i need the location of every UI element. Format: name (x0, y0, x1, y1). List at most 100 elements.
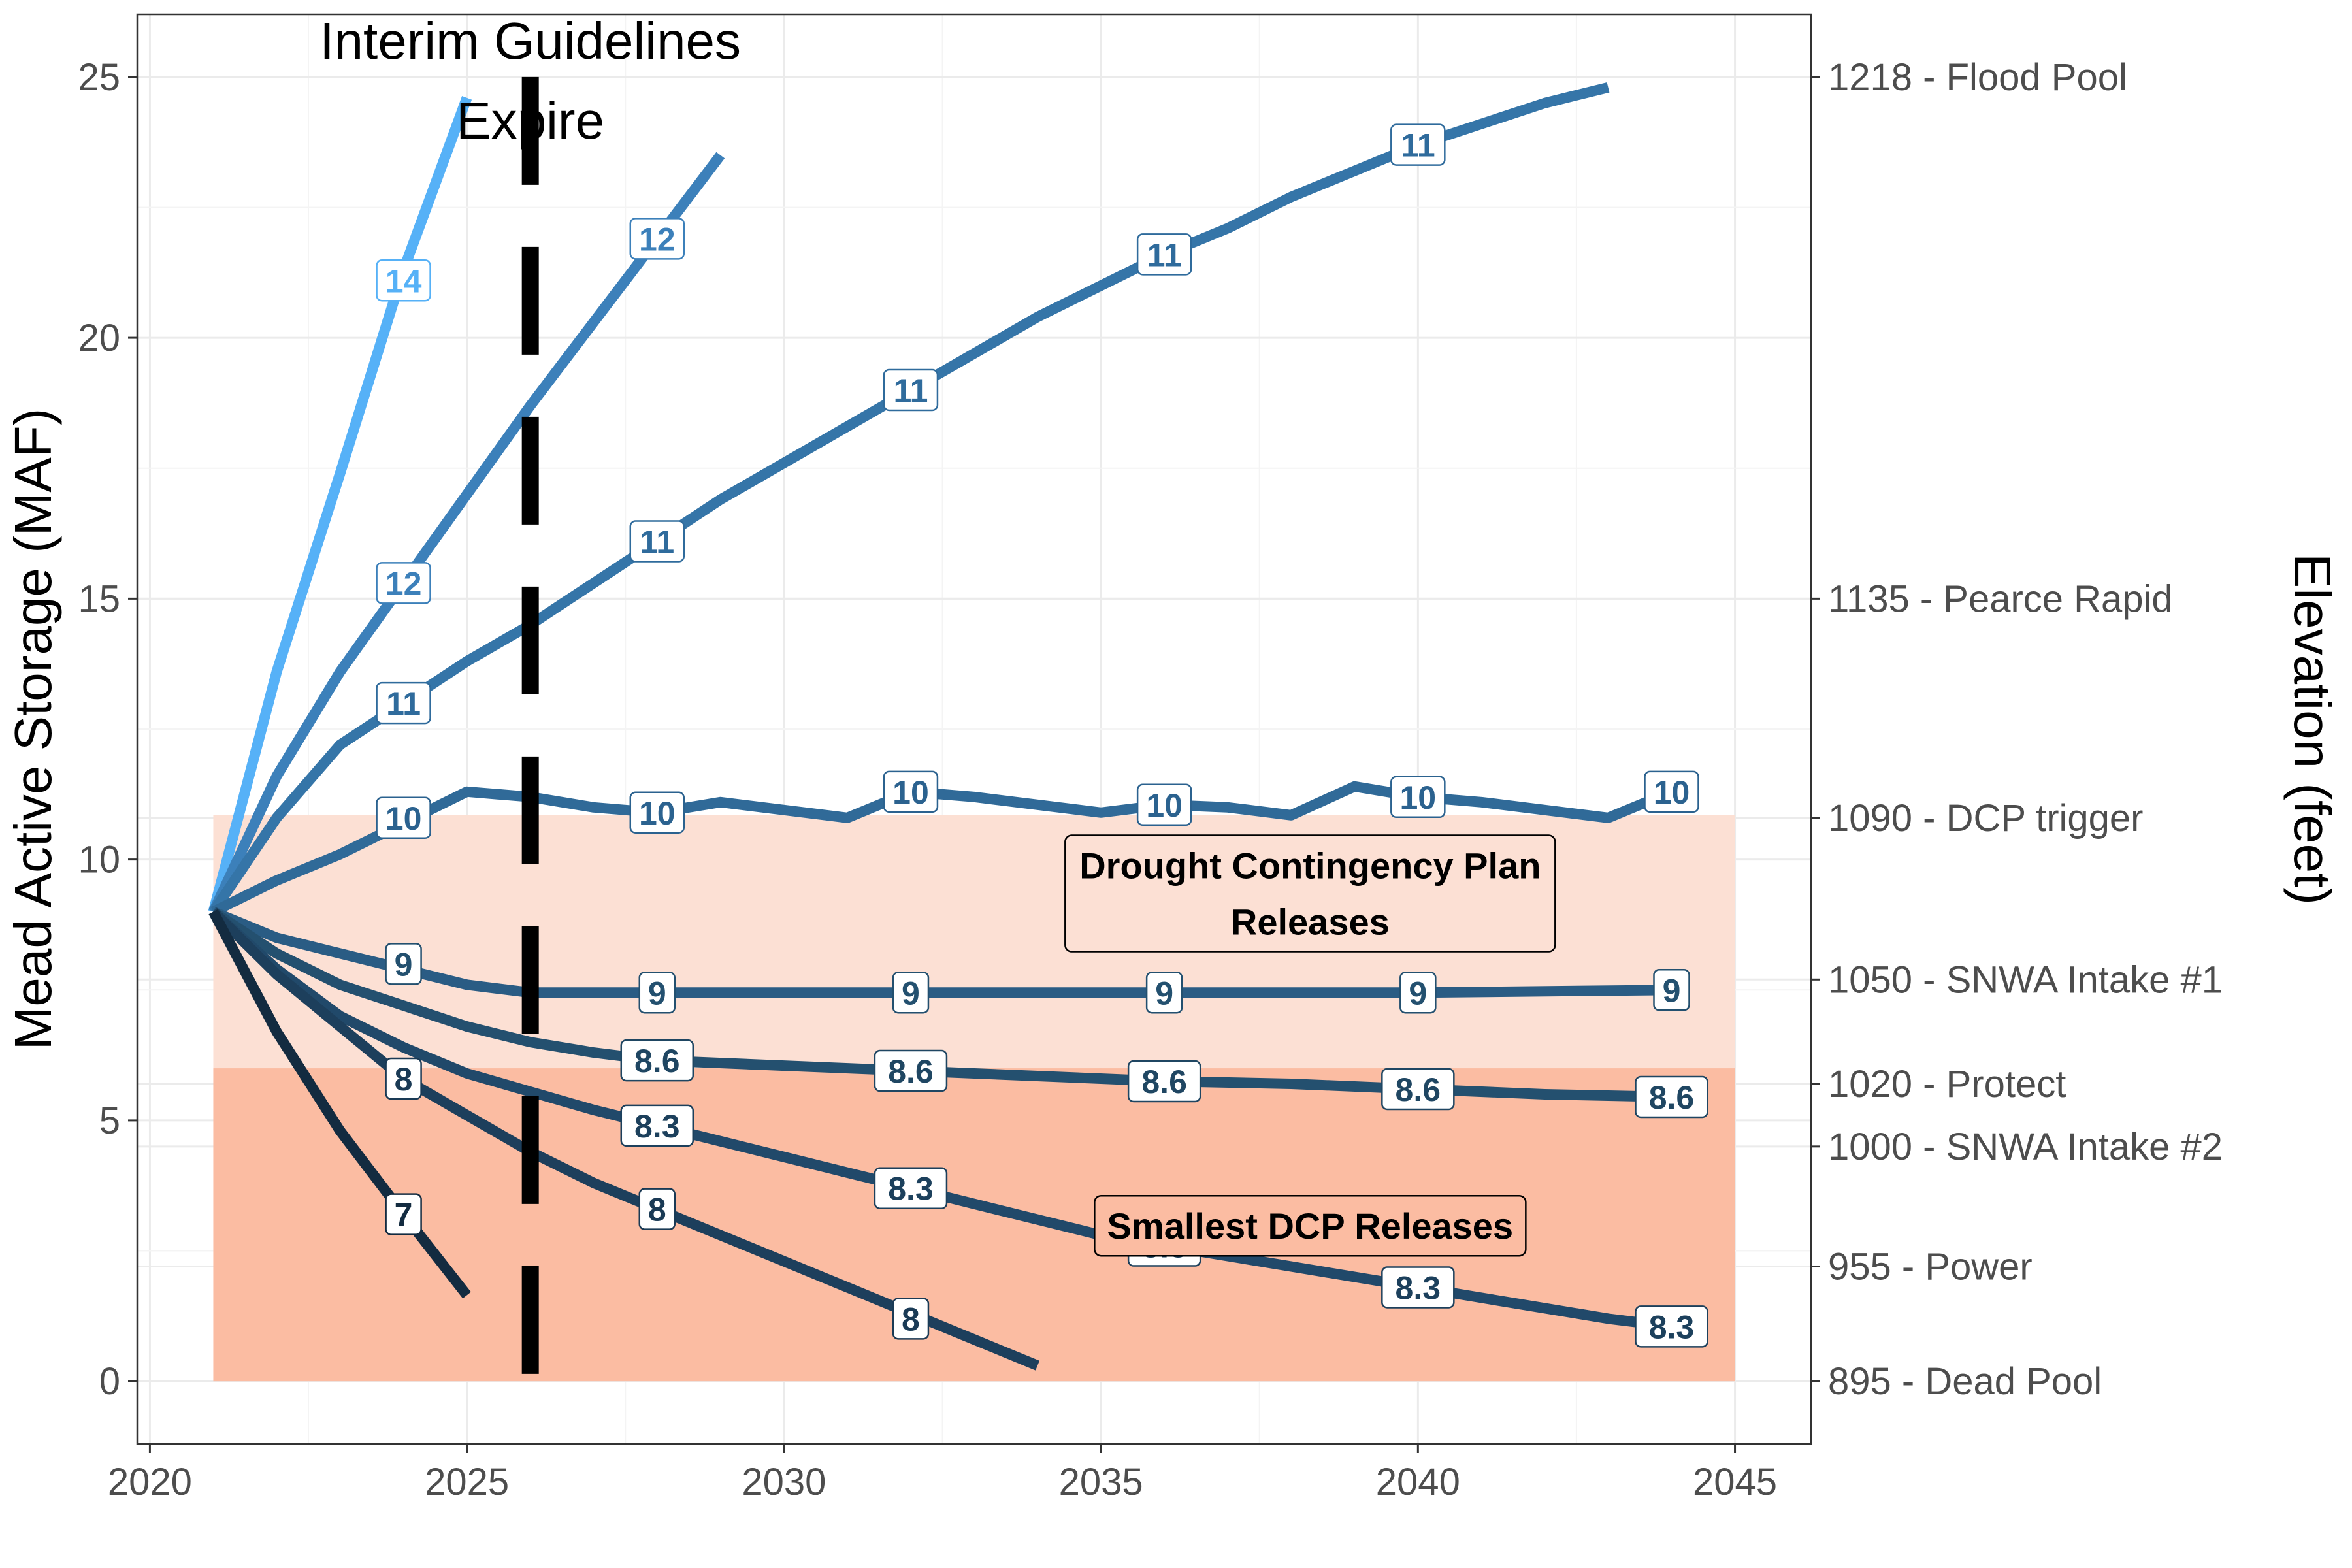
data-label-text: 11 (894, 372, 928, 409)
data-label: 8 (385, 1057, 422, 1100)
data-label: 8.6 (874, 1049, 948, 1092)
data-label-box (638, 1188, 676, 1230)
data-label-text: 9 (1155, 975, 1173, 1011)
data-label: 8.6 (1635, 1075, 1708, 1119)
data-label-text: 8.3 (888, 1171, 934, 1207)
data-label-text: 9 (648, 975, 666, 1011)
data-label-text: 11 (386, 685, 421, 722)
data-label: 9 (638, 972, 676, 1014)
data-label-text: 8.6 (634, 1043, 680, 1079)
y2-tick-label: 1000 - SNWA Intake #2 (1828, 1126, 2223, 1168)
data-label: 9 (1145, 972, 1183, 1014)
data-label: 8.3 (620, 1104, 694, 1147)
region-label-text: Smallest DCP Releases (1107, 1205, 1514, 1247)
data-label-text: 8.6 (888, 1053, 934, 1090)
smallest-dcp-releases-label: Smallest DCP Releases (1094, 1194, 1527, 1257)
annotations: Interim Guidelines Expire Drought Continge… (319, 12, 1556, 1257)
data-label-box (376, 562, 431, 604)
data-label-box (385, 1193, 422, 1235)
y-tick-label: 0 (99, 1360, 120, 1403)
data-label: 8.6 (620, 1039, 694, 1082)
data-label-text: 8.3 (1396, 1269, 1441, 1306)
data-label: 8.6 (1381, 1068, 1455, 1111)
data-label-box (376, 796, 431, 840)
regions (213, 815, 1735, 1382)
series-line-2 (208, 152, 725, 914)
panel-border (136, 13, 1812, 1445)
data-label: 11 (376, 681, 431, 725)
data-label-text: 8 (395, 1061, 413, 1098)
y-axis-title: Mead Active Storage (MAF) (4, 408, 62, 1051)
data-label: 10 (1390, 776, 1446, 819)
data-label: 11 (629, 520, 685, 563)
data-label-box (629, 218, 685, 260)
data-label-box (874, 1049, 948, 1092)
interim-guidelines-label-line1: Interim Guidelines (319, 12, 741, 70)
data-label-box (620, 1104, 694, 1147)
data-label-box (1381, 1266, 1455, 1309)
y-tick-label: 15 (78, 578, 120, 620)
data-label-text: 11 (1147, 237, 1182, 273)
data-label-text: 8.3 (634, 1108, 680, 1145)
data-label-text: 10 (639, 795, 676, 832)
data-label-box (1653, 969, 1690, 1011)
y-tick-label: 5 (99, 1100, 120, 1142)
data-label-box (629, 791, 685, 834)
data-label-text: 7 (395, 1197, 413, 1233)
data-label-box (629, 520, 685, 563)
interim-guidelines-label-line2: Expire (456, 91, 604, 150)
y2-tick-label: 895 - Dead Pool (1828, 1360, 2102, 1403)
data-label-box (376, 259, 431, 302)
data-label-box (1635, 1075, 1708, 1119)
data-label-text: 12 (385, 565, 422, 602)
x-tick-label: 2020 (108, 1461, 192, 1503)
data-label: 8.6 (1127, 1060, 1201, 1103)
data-label-text: 8.6 (1396, 1071, 1441, 1108)
data-label-text: 8 (648, 1192, 666, 1228)
data-label-box (620, 1039, 694, 1082)
data-label: 8 (638, 1188, 676, 1230)
data-label-box (1399, 972, 1437, 1014)
data-label: 10 (1644, 770, 1699, 813)
data-labels: 14 12 12 11 11 11 11 11 10 10 10 10 10 10 9 9 9 9 9 9 8.6 8.6… (376, 123, 1708, 1348)
data-label-text: 10 (385, 800, 422, 837)
data-label-text: 10 (1654, 774, 1690, 811)
data-label-box (1644, 770, 1699, 813)
data-label-box (1390, 123, 1446, 166)
data-label-text: 8.6 (1141, 1064, 1187, 1100)
data-label: 8 (892, 1298, 930, 1340)
data-label-text: 8.6 (1649, 1079, 1695, 1116)
series-line-1 (208, 96, 472, 913)
drought-contingency-plan-label: Drought Contingency Plan Releases (1064, 834, 1556, 953)
region-label-text: Releases (1231, 902, 1390, 943)
data-label-text: 10 (1400, 779, 1437, 816)
data-label: 8.3 (1635, 1305, 1708, 1348)
y2-tick-label: 1090 - DCP trigger (1828, 797, 2144, 840)
data-label: 11 (1390, 123, 1446, 166)
x-tick-label: 2035 (1059, 1461, 1143, 1503)
y-tick-label: 10 (78, 839, 120, 881)
y-tick-label: 25 (78, 56, 120, 99)
data-label: 9 (1399, 972, 1437, 1014)
series-line-9 (208, 909, 471, 1299)
data-label-box (385, 1057, 422, 1100)
y-tick-label: 20 (78, 317, 120, 359)
data-label-box (892, 1298, 930, 1340)
data-label: 10 (883, 770, 939, 813)
data-label-text: 14 (385, 263, 422, 299)
x-tick-label: 2045 (1693, 1461, 1777, 1503)
data-label-text: 11 (1401, 127, 1435, 164)
data-label: 11 (883, 368, 939, 412)
data-label-box (1381, 1068, 1455, 1111)
data-label-text: 11 (640, 524, 674, 561)
data-label: 10 (1136, 783, 1192, 826)
data-label-text: 9 (395, 946, 413, 983)
data-label: 9 (892, 972, 930, 1014)
data-label-box (638, 972, 676, 1014)
data-label: 12 (629, 218, 685, 260)
data-label: 11 (1136, 233, 1192, 276)
x-tick-label: 2030 (742, 1461, 826, 1503)
data-label-box (892, 972, 930, 1014)
data-label-box (1145, 972, 1183, 1014)
